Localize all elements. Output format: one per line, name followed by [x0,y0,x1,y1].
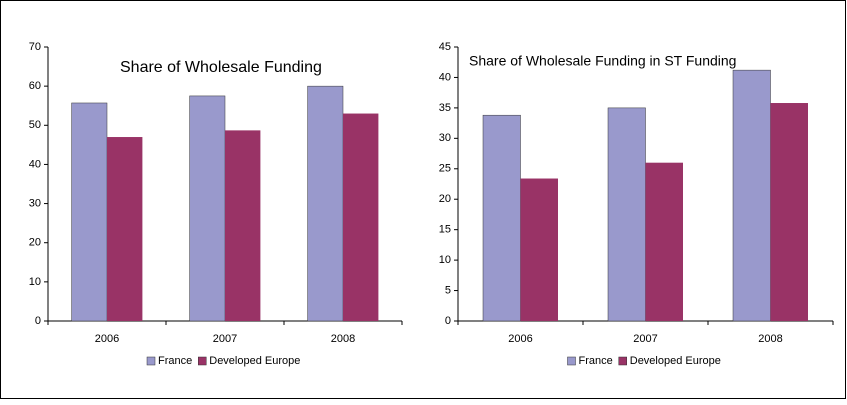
bar [770,103,808,321]
x-tick-label: 2007 [213,333,237,345]
y-tick-label: 0 [35,315,41,327]
legend-label: France [158,355,192,367]
bar [732,69,771,322]
y-tick-label: 70 [29,41,41,53]
chart-title: Share of Wholesale Funding [120,59,322,76]
y-tick-label: 0 [445,315,451,327]
y-tick-label: 45 [439,41,451,53]
bar [71,102,108,322]
legend-swatch [618,356,627,366]
legend-label: Developed Europe [209,355,300,367]
chart-title: Share of Wholesale Funding in ST Funding [469,53,736,69]
bar [645,162,683,321]
legend-swatch [567,356,576,366]
legend-swatch [146,356,156,366]
bar [343,113,379,322]
y-tick-label: 5 [445,284,451,296]
bar [307,85,344,322]
x-tick-label: 2006 [508,333,532,345]
x-tick-label: 2007 [633,333,657,345]
y-tick-label: 35 [439,102,451,114]
legend-label: France [579,355,613,367]
y-tick-label: 20 [29,237,41,249]
y-tick-label: 25 [439,163,451,175]
bar [225,130,261,321]
y-tick-label: 30 [439,132,451,144]
bar [189,95,226,322]
bar [482,114,521,322]
legend-label: Developed Europe [630,355,721,367]
bar [607,107,646,322]
y-tick-label: 15 [439,224,451,236]
y-tick-label: 60 [29,80,41,92]
legend-swatch [198,356,207,366]
y-tick-label: 50 [29,119,41,131]
y-tick-label: 10 [29,276,41,288]
y-tick-label: 30 [29,197,41,209]
y-tick-label: 10 [439,254,451,266]
y-tick-label: 40 [439,71,451,83]
y-tick-label: 40 [29,158,41,170]
bar [107,137,143,321]
x-tick-label: 2006 [95,333,119,345]
x-tick-label: 2008 [331,333,355,345]
y-tick-label: 20 [439,193,451,205]
x-tick-label: 2008 [758,333,782,345]
bar [520,178,558,321]
